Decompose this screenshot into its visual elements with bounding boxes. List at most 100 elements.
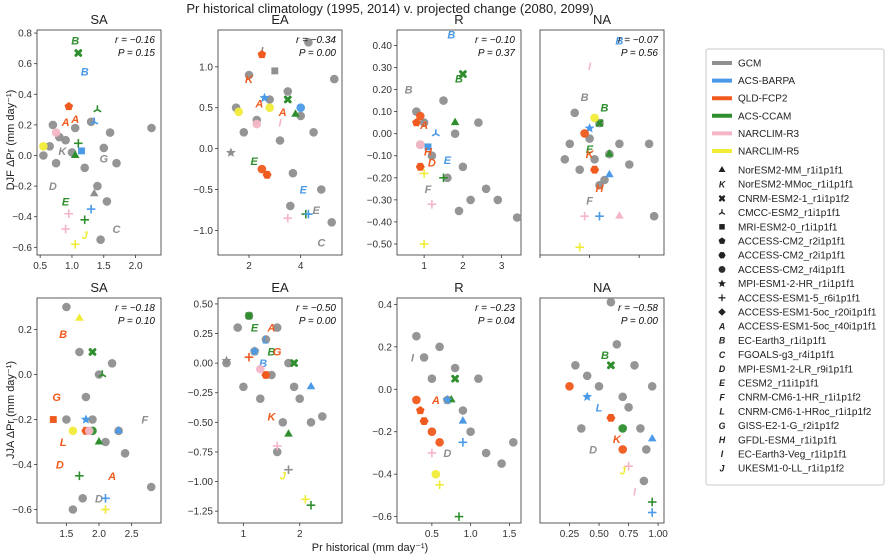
data-point xyxy=(68,426,78,436)
svg-text:B: B xyxy=(601,350,609,362)
data-point xyxy=(249,346,260,356)
legend-label: EC-Earth3-Veg_r1i1p1f1 xyxy=(738,450,847,461)
panel-r-jja: R 0.5 1.0 1.5 −0.6 −0.4 −0.2 0.0 0.2 0.4 I D Ar = −0… xyxy=(372,280,522,540)
data-point xyxy=(94,437,104,445)
svg-text:L: L xyxy=(60,437,67,449)
legend-label: UKESM1-0-LL_r1i1p1f2 xyxy=(738,464,845,475)
data-point: H xyxy=(596,183,605,195)
data-point xyxy=(595,119,604,127)
data-point xyxy=(612,340,622,349)
legend-item-model: D MPI-ESM1-2-LR_r9i1p1f1 xyxy=(719,364,854,375)
data-point xyxy=(590,155,599,164)
y-tick-label: 0.6 xyxy=(18,59,32,70)
stat-r: r = −0.50 xyxy=(296,303,336,314)
data-point xyxy=(70,240,80,249)
data-point: G xyxy=(100,154,109,166)
data-point xyxy=(244,352,254,362)
data-point: A xyxy=(70,114,79,126)
y-tick-label: 0.25 xyxy=(194,329,214,340)
data-point xyxy=(286,201,295,211)
data-point: C xyxy=(113,224,122,236)
y-tick-label: 0.50 xyxy=(194,299,214,310)
data-point xyxy=(605,149,614,157)
legend-marker xyxy=(718,265,726,273)
legend-item-model: L CNRM-CM6-1-HRoc_r1i1p1f2 xyxy=(719,407,871,418)
y-tick-label: 0.00 xyxy=(194,359,214,370)
data-point: B xyxy=(447,29,455,41)
data-point xyxy=(45,142,54,151)
svg-text:A: A xyxy=(419,120,428,132)
data-point xyxy=(102,197,112,206)
data-point xyxy=(412,118,421,127)
data-point xyxy=(70,150,80,158)
data-point xyxy=(474,374,483,383)
svg-text:B: B xyxy=(59,329,67,341)
data-point xyxy=(625,160,634,169)
svg-text:L: L xyxy=(719,407,724,417)
legend-marker: C xyxy=(719,350,726,360)
data-point xyxy=(306,500,316,510)
panel-r-djf: R 1 2 3 −0.50 −0.40 −0.30 −0.20 −0.10 0.00 0.10 0.2… xyxy=(367,12,522,272)
data-point xyxy=(439,96,448,105)
data-point xyxy=(427,374,437,383)
data-point: D xyxy=(443,448,451,460)
data-point xyxy=(112,158,121,168)
legend-marker: L xyxy=(719,407,724,417)
svg-text:K: K xyxy=(613,434,622,446)
data-point xyxy=(458,416,468,424)
legend-label: CNRM-ESM2-1_r1i1p1f2 xyxy=(738,194,850,205)
x-tick-label: 0.50 xyxy=(589,529,609,540)
data-point xyxy=(605,169,614,178)
data-point: D xyxy=(95,493,103,505)
svg-text:B: B xyxy=(615,35,623,47)
x-tick-label: 0.25 xyxy=(560,529,580,540)
y-tick-label: −0.75 xyxy=(188,447,214,458)
data-point xyxy=(88,348,97,356)
svg-text:C: C xyxy=(113,224,122,236)
svg-text:B: B xyxy=(455,74,463,86)
scatter-points: B F B E B A HD xyxy=(405,29,522,249)
data-point: E xyxy=(313,205,321,217)
data-point xyxy=(265,103,274,112)
svg-text:K: K xyxy=(268,411,277,423)
svg-text:B: B xyxy=(81,66,89,78)
data-point: A xyxy=(419,120,428,132)
data-point xyxy=(64,101,74,111)
legend-label: CESM2_r11i1p1f1 xyxy=(738,379,819,390)
data-point xyxy=(577,424,586,433)
data-point xyxy=(120,449,130,458)
data-point xyxy=(509,438,518,447)
data-point: A xyxy=(431,395,440,407)
svg-text:A: A xyxy=(70,114,79,126)
data-point xyxy=(431,129,440,137)
legend-item-model: ACCESS-ESM1-5oc_r20i1p1f1 xyxy=(718,308,877,319)
data-point xyxy=(272,323,282,332)
data-point xyxy=(565,382,574,391)
data-point xyxy=(575,242,585,252)
data-point xyxy=(239,128,249,137)
svg-text:E: E xyxy=(444,155,452,167)
svg-text:H: H xyxy=(596,183,605,195)
data-point xyxy=(225,147,236,157)
data-point xyxy=(419,417,429,426)
x-tick-label: 3 xyxy=(499,261,505,272)
data-point xyxy=(61,135,70,145)
data-point xyxy=(571,361,580,370)
data-point xyxy=(74,139,83,148)
data-point xyxy=(146,482,156,492)
x-tick-label: 1.00 xyxy=(648,529,668,540)
panel-frame xyxy=(217,29,343,256)
data-point xyxy=(284,429,293,437)
data-point xyxy=(618,424,627,433)
data-point: A xyxy=(107,471,116,483)
data-point xyxy=(267,370,276,380)
x-tick-label: 1.5 xyxy=(59,529,73,540)
data-point xyxy=(590,113,599,123)
data-point: A xyxy=(61,117,70,129)
y-tick-label: −0.40 xyxy=(367,217,393,228)
data-point: K xyxy=(58,146,67,158)
y-tick-label: 0.8 xyxy=(18,29,32,40)
svg-text:B: B xyxy=(447,29,455,41)
y-tick-label: 0.4 xyxy=(18,90,32,101)
